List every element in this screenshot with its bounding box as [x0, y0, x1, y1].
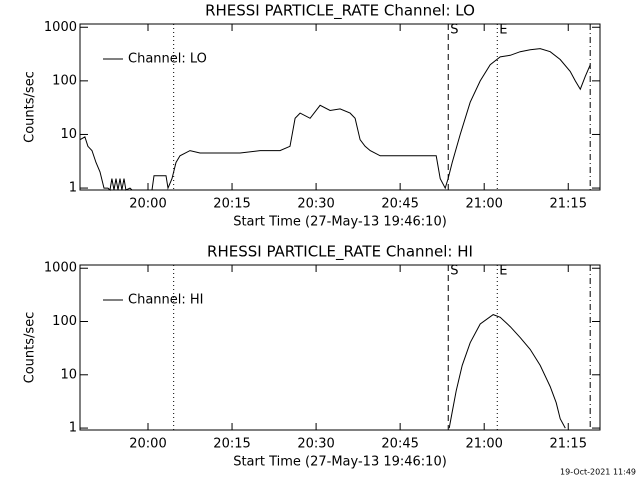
legend-label: Channel: HI [128, 293, 204, 308]
y-tick-label: 1 [69, 181, 77, 196]
event-label: E [499, 23, 507, 38]
x-tick-label: 20:15 [213, 197, 250, 212]
x-tick-label: 20:00 [129, 197, 166, 212]
x-tick-label: 20:45 [381, 197, 418, 212]
x-tick-label: 21:00 [465, 197, 502, 212]
plot-frame [79, 23, 601, 191]
footer: 19-Oct-2021 11:49 [560, 468, 636, 477]
x-tick-label: 20:45 [381, 437, 418, 452]
x-tick-label: 21:15 [550, 437, 587, 452]
x-tick-label: 21:15 [550, 197, 587, 212]
data-line [448, 314, 566, 429]
event-label: E [499, 264, 507, 279]
x-tick-label: 20:15 [213, 437, 250, 452]
legend-label: Channel: LO [128, 52, 207, 67]
x-axis-label: Start Time (27-May-13 19:46:10) [233, 215, 447, 230]
y-tick-label: 100 [52, 73, 77, 88]
y-tick-label: 10 [60, 127, 77, 142]
x-tick-label: 20:30 [297, 437, 334, 452]
x-tick-label: 20:30 [297, 197, 334, 212]
data-line [79, 48, 591, 191]
y-axis-label: Counts/sec [23, 71, 38, 143]
y-tick-label: 1 [69, 421, 77, 436]
y-tick-label: 1000 [44, 261, 77, 276]
plot-frame [79, 264, 601, 431]
x-tick-label: 20:00 [129, 437, 166, 452]
x-tick-label: 21:00 [465, 437, 502, 452]
y-tick-label: 10 [60, 367, 77, 382]
x-axis-label: Start Time (27-May-13 19:46:10) [233, 455, 447, 470]
y-tick-label: 100 [52, 314, 77, 329]
event-label: S [450, 23, 458, 38]
chart-title: RHESSI PARTICLE_RATE Channel: LO [205, 2, 475, 21]
y-axis-label: Counts/sec [23, 312, 38, 384]
event-label: S [450, 264, 458, 279]
y-tick-label: 1000 [44, 20, 77, 35]
chart-title: RHESSI PARTICLE_RATE Channel: HI [207, 243, 473, 262]
